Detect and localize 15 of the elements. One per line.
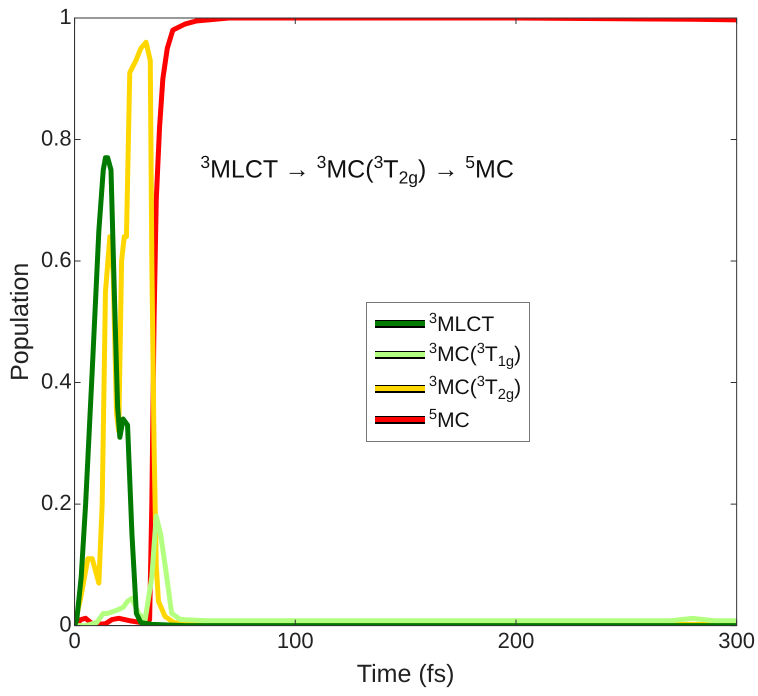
y-tick-label: 1	[59, 4, 72, 30]
x-tick-label: 100	[276, 628, 314, 653]
y-tick-label: 0.8	[40, 126, 72, 151]
y-tick-label: 0.4	[40, 368, 72, 394]
y-axis-title: Population	[6, 262, 34, 381]
x-axis-title: Time (fs)	[356, 660, 454, 688]
legend-label: $^{5}$MC	[428, 407, 470, 434]
x-tick-label: 300	[718, 628, 756, 653]
legend-label: $^{3}$MC($^{3}$T$_{2g}$)	[428, 374, 522, 404]
legend-label: $^{3}$MLCT	[428, 310, 494, 337]
y-tick-label: 0.6	[40, 247, 72, 272]
text: $^{3}$MLCT → $^{3}$MC($^{3}$T$_{2g}$) → $^{5}$MC	[200, 152, 514, 187]
y-tick-label: 0.2	[40, 490, 72, 516]
x-tick-label: 200	[498, 628, 534, 653]
legend-label: $^{3}$MC($^{3}$T$_{1g}$)	[428, 340, 522, 370]
